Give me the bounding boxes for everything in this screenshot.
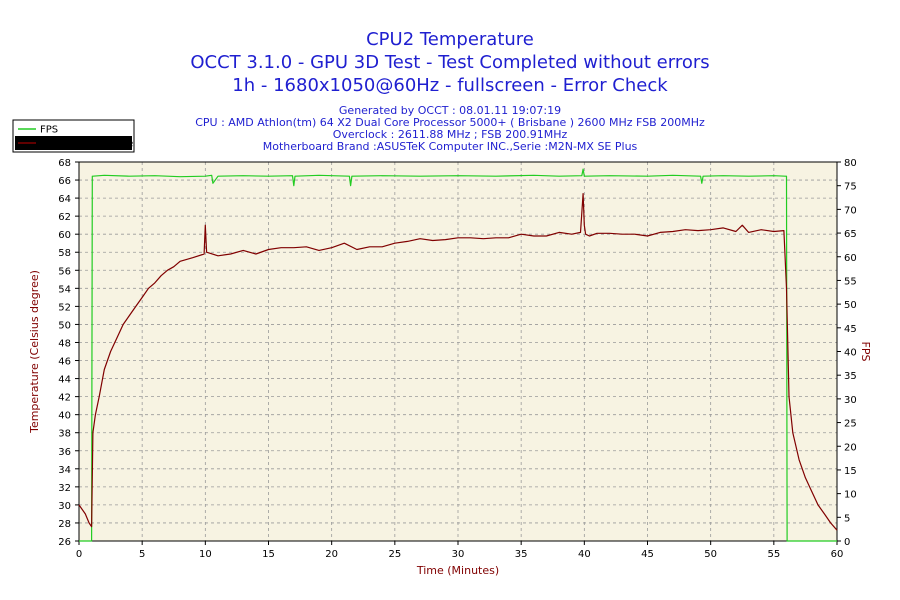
y2-tick-label: 25	[844, 419, 857, 430]
y-tick-label: 32	[58, 483, 71, 494]
chart-title-line-1: CPU2 Temperature	[366, 29, 534, 50]
y2-tick-label: 60	[844, 253, 857, 264]
y-tick-label: 62	[58, 212, 71, 223]
y-tick-label: 58	[58, 248, 71, 259]
y-tick-label: 36	[58, 447, 71, 458]
y2-tick-label: 0	[844, 537, 850, 548]
x-tick-label: 0	[76, 549, 82, 560]
y2-tick-label: 75	[844, 182, 857, 193]
x-tick-label: 20	[325, 549, 338, 560]
chart-info-line-3: Overclock : 2611.88 MHz ; FSB 200.91MHz	[333, 128, 568, 141]
y2-tick-label: 70	[844, 205, 857, 216]
y-tick-label: 38	[58, 429, 71, 440]
x-tick-label: 40	[578, 549, 591, 560]
y-tick-label: 42	[58, 393, 71, 404]
y2-tick-label: 35	[844, 371, 857, 382]
x-tick-label: 35	[515, 549, 528, 560]
series-line-fps	[79, 168, 837, 542]
x-axis-label: Time (Minutes)	[416, 564, 499, 577]
y2-tick-label: 5	[844, 513, 850, 524]
y-tick-label: 40	[58, 411, 71, 422]
y2-tick-label: 55	[844, 276, 857, 287]
y-tick-label: 56	[58, 266, 71, 277]
series-line-cpu2-temperature	[78, 193, 838, 531]
x-tick-label: 25	[388, 549, 401, 560]
x-tick-label: 45	[641, 549, 654, 560]
y2-tick-label: 45	[844, 324, 857, 335]
chart-title-line-2: OCCT 3.1.0 - GPU 3D Test - Test Complete…	[190, 52, 709, 73]
y2-tick-label: 40	[844, 348, 857, 359]
y-tick-label: 66	[58, 176, 71, 187]
x-tick-label: 50	[704, 549, 717, 560]
chart-info-line-4: Motherboard Brand :ASUSTeK Computer INC.…	[263, 140, 638, 153]
chart-info-line-2: CPU : AMD Athlon(tm) 64 X2 Dual Core Pro…	[195, 116, 705, 129]
grid-lines	[79, 162, 837, 541]
x-tick-label: 60	[831, 549, 844, 560]
y2-tick-label: 20	[844, 442, 857, 453]
chart-title-line-3: 1h - 1680x1050@60Hz - fullscreen - Error…	[232, 75, 668, 96]
y2-tick-label: 10	[844, 490, 857, 501]
y-tick-label: 50	[58, 320, 71, 331]
y2-tick-label: 30	[844, 395, 857, 406]
y2-axis-label: FPS	[859, 342, 872, 362]
y-tick-label: 44	[58, 375, 71, 386]
y-tick-label: 34	[58, 465, 71, 476]
y-tick-label: 30	[58, 501, 71, 512]
y-tick-label: 48	[58, 338, 71, 349]
y2-tick-label: 65	[844, 229, 857, 240]
chart-info-lines: Generated by OCCT : 08.01.11 19:07:19CPU…	[195, 104, 705, 153]
x-tick-label: 15	[262, 549, 275, 560]
x-tick-label: 5	[139, 549, 145, 560]
series-layer	[78, 168, 838, 542]
chart-info-line-1: Generated by OCCT : 08.01.11 19:07:19	[339, 104, 561, 117]
tick-labels: 0 5 10 15 20 25 30 35 40 45 50 55 602628303234363840…	[58, 158, 856, 560]
y-tick-label: 28	[58, 519, 71, 530]
x-tick-label: 55	[767, 549, 780, 560]
x-tick-label: 30	[452, 549, 465, 560]
legend: FPS CPU2 Temperature	[12, 119, 135, 153]
y2-tick-label: 15	[844, 466, 857, 477]
y-tick-label: 68	[58, 158, 71, 169]
y-tick-label: 54	[58, 284, 71, 295]
y-tick-label: 46	[58, 357, 71, 368]
y2-tick-label: 50	[844, 300, 857, 311]
y-tick-label: 26	[58, 537, 71, 548]
y-axis-label: Temperature (Celsius degree)	[28, 270, 41, 434]
legend-highlight	[15, 136, 132, 150]
y-tick-label: 60	[58, 230, 71, 241]
y2-tick-label: 80	[844, 158, 857, 169]
legend-label: FPS	[40, 125, 58, 136]
x-tick-label: 10	[199, 549, 212, 560]
legend-label: CPU2 Temperature	[40, 139, 133, 150]
y-tick-label: 52	[58, 302, 71, 313]
y-tick-label: 64	[58, 194, 71, 205]
